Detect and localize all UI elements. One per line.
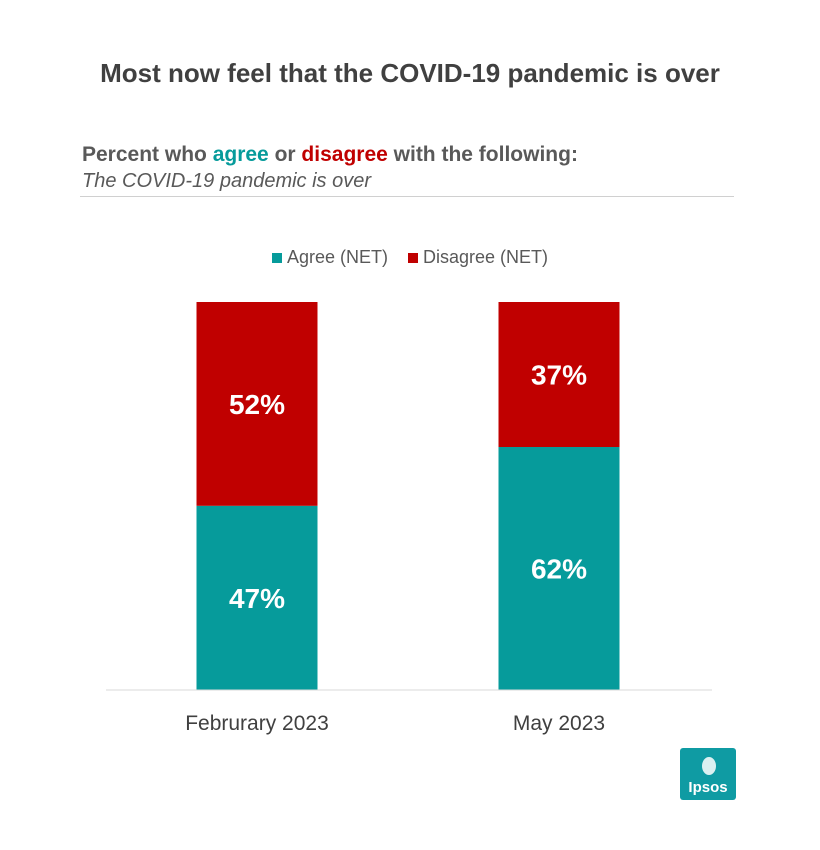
logo-figure-icon [702,757,716,775]
legend-swatch-disagree [408,252,418,263]
x-tick-label-0: Februrary 2023 [185,712,329,735]
chart-title: Most now feel that the COVID-19 pandemic… [100,58,720,88]
chart-legend: Agree (NET) Disagree (NET) [0,247,820,268]
ipsos-logo: Ipsos [680,748,736,800]
subtitle-suffix: with the following: [387,143,578,166]
subtitle-divider [80,196,734,197]
legend-swatch-agree [271,252,282,263]
data-label-disagree-1: 37% [531,360,587,391]
subtitle-prefix: Percent who [82,143,213,166]
bar-agree-1 [498,447,620,690]
legend-item-agree: Agree (NET) [271,247,388,268]
bar-disagree-0 [196,302,318,506]
data-label-agree-0: 47% [229,583,285,614]
legend-label-disagree: Disagree (NET) [423,247,549,267]
subtitle-middle: or [268,143,302,166]
subtitle-agree-word: agree [212,143,269,166]
subtitle-statement: The COVID-19 pandemic is over [82,170,372,192]
bar-disagree-1 [498,302,620,448]
legend-item-disagree: Disagree (NET) [408,247,548,268]
legend-label-agree: Agree (NET) [286,247,388,267]
logo-text: Ipsos [688,779,728,796]
data-label-disagree-0: 52% [229,389,285,420]
bar-agree-0 [196,505,318,690]
x-tick-label-1: May 2023 [513,712,605,735]
subtitle-disagree-word: disagree [301,143,388,166]
data-label-agree-1: 62% [531,554,587,585]
chart-subtitle: Percent who agree or disagree with the f… [82,143,578,167]
